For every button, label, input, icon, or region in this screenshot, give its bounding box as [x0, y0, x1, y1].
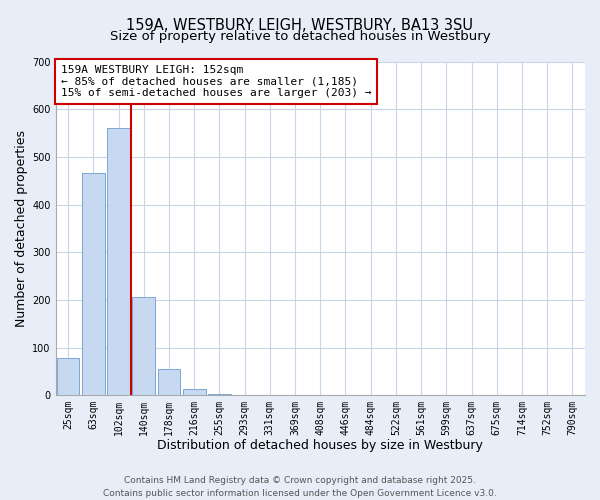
- Bar: [82, 172, 104, 395]
- Bar: [133, 296, 155, 395]
- Bar: [183, 388, 206, 395]
- Bar: [107, 128, 130, 395]
- Bar: [158, 369, 181, 395]
- Text: 159A, WESTBURY LEIGH, WESTBURY, BA13 3SU: 159A, WESTBURY LEIGH, WESTBURY, BA13 3SU: [127, 18, 473, 32]
- X-axis label: Distribution of detached houses by size in Westbury: Distribution of detached houses by size …: [157, 440, 483, 452]
- Text: 159A WESTBURY LEIGH: 152sqm
← 85% of detached houses are smaller (1,185)
15% of : 159A WESTBURY LEIGH: 152sqm ← 85% of det…: [61, 65, 371, 98]
- Bar: [57, 358, 79, 395]
- Text: Contains HM Land Registry data © Crown copyright and database right 2025.
Contai: Contains HM Land Registry data © Crown c…: [103, 476, 497, 498]
- Y-axis label: Number of detached properties: Number of detached properties: [15, 130, 28, 327]
- Bar: [208, 394, 231, 395]
- Text: Size of property relative to detached houses in Westbury: Size of property relative to detached ho…: [110, 30, 490, 43]
